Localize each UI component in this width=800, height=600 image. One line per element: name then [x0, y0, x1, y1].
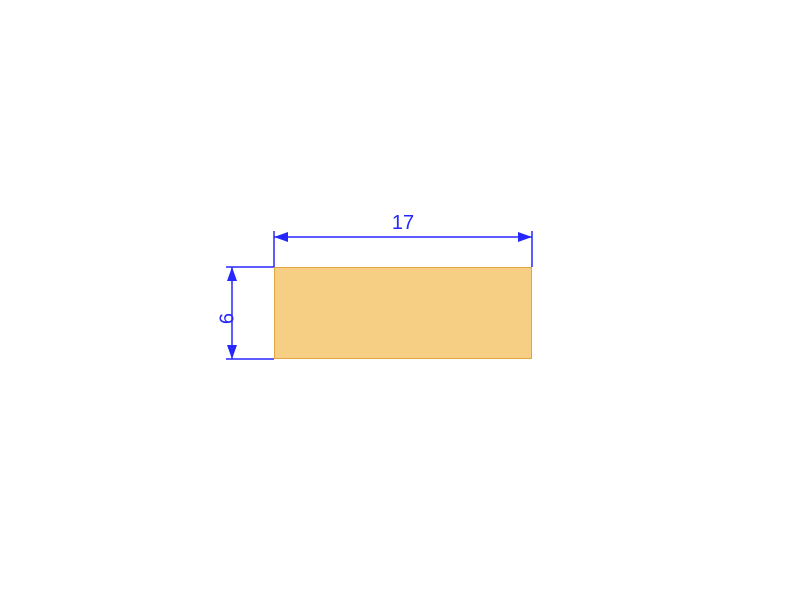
diagram-canvas: 17 6 — [0, 0, 800, 600]
width-dimension-label: 17 — [392, 212, 414, 235]
profile-rectangle — [274, 267, 532, 359]
height-dimension-label: 6 — [217, 313, 240, 324]
